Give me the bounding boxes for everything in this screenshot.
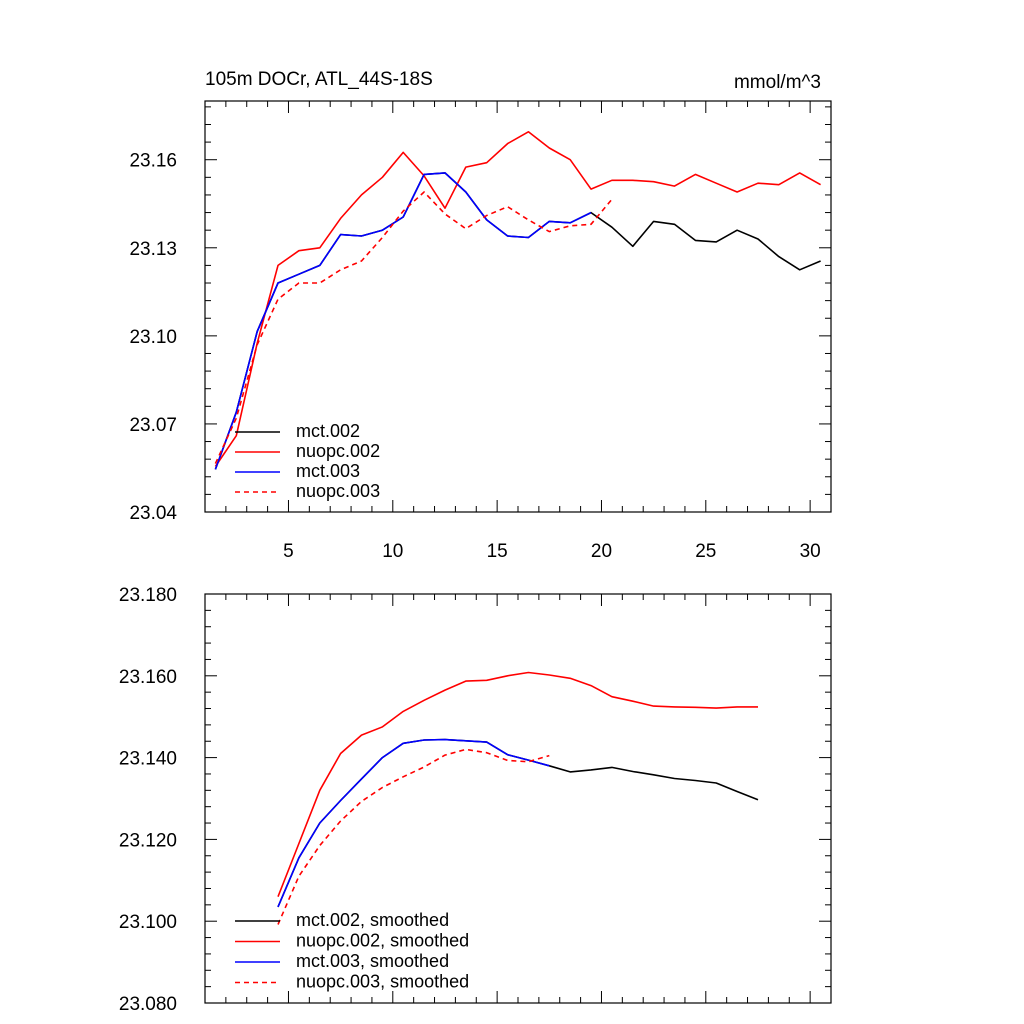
y-tick-label: 23.140	[119, 749, 177, 770]
y-tick-label: 23.16	[129, 151, 177, 172]
y-tick-label: 23.180	[119, 585, 177, 606]
series-line	[277, 738, 759, 908]
y-tick-label: 23.10	[129, 327, 177, 348]
legend-label: nuopc.003	[296, 481, 380, 501]
units-label: mmol/m^3	[734, 72, 821, 93]
series-line	[277, 738, 550, 908]
legend-label: mct.002	[296, 421, 360, 441]
legend-label: mct.003	[296, 461, 360, 481]
top-panel: 5 10 15 20 25 30 23.04 23.07 23.10 23.13 23.16 105m…	[129, 69, 832, 562]
legend-label: mct.002, smoothed	[296, 910, 449, 930]
x-tick-label: 20	[591, 541, 612, 562]
x-tick-label: 25	[695, 541, 716, 562]
chart-title: 105m DOCr, ATL_44S-18S	[205, 69, 433, 90]
x-tick-label: 15	[487, 541, 508, 562]
series-line	[214, 172, 592, 470]
series-line	[214, 191, 613, 464]
y-tick-label: 23.04	[129, 503, 177, 524]
legend-label: nuopc.002, smoothed	[296, 931, 469, 951]
x-tick-label: 5	[283, 541, 294, 562]
bottom-panel: 23.080 23.100 23.120 23.140 23.160 23.180 mct.…	[119, 585, 832, 1015]
legend-label: nuopc.002	[296, 441, 380, 461]
x-tick-label: 10	[382, 541, 403, 562]
y-tick-label: 23.13	[129, 239, 177, 260]
y-tick-label: 23.07	[129, 415, 177, 436]
series-line	[277, 748, 550, 925]
legend-label: nuopc.003, smoothed	[296, 972, 469, 992]
x-tick-label: 30	[800, 541, 821, 562]
legend-label: mct.003, smoothed	[296, 951, 449, 971]
y-tick-label: 23.080	[119, 994, 177, 1015]
y-tick-label: 23.120	[119, 830, 177, 851]
y-tick-label: 23.160	[119, 667, 177, 688]
series-line	[214, 131, 821, 467]
series-line	[277, 671, 758, 897]
y-tick-label: 23.100	[119, 912, 177, 933]
